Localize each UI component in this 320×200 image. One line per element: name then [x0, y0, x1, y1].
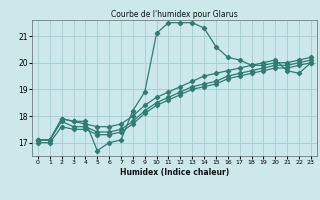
Title: Courbe de l'humidex pour Glarus: Courbe de l'humidex pour Glarus: [111, 10, 238, 19]
X-axis label: Humidex (Indice chaleur): Humidex (Indice chaleur): [120, 168, 229, 177]
